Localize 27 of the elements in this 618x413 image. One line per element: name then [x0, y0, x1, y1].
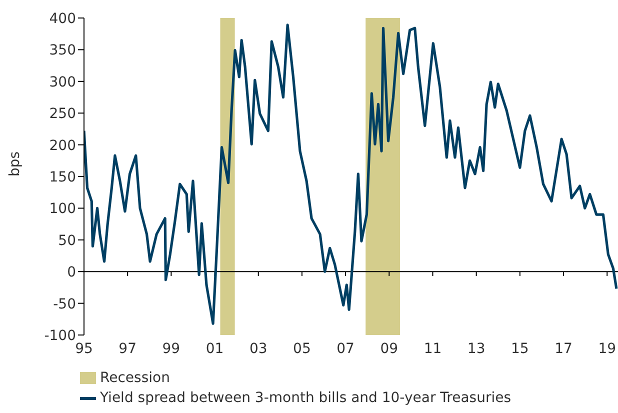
x-tick-label: 97	[118, 340, 137, 357]
x-tick-label: 03	[249, 340, 268, 357]
y-tick-label: 250	[49, 106, 76, 122]
legend-label: Recession	[100, 369, 170, 388]
x-tick-label: 07	[336, 340, 354, 357]
x-tick-label: 13	[467, 340, 486, 357]
x-tick-label: 99	[162, 340, 180, 357]
x-tick-label: 01	[206, 340, 224, 357]
x-tick-label: 09	[380, 340, 398, 357]
y-tick-label: 0	[67, 264, 76, 281]
x-tick-label: 17	[554, 340, 572, 357]
x-tick-label: 11	[424, 340, 442, 357]
y-axis-title: bps	[6, 151, 23, 176]
y-tick-label: 400	[49, 10, 76, 27]
y-tick-label: 150	[49, 169, 76, 186]
y-tick-label: 100	[49, 201, 76, 218]
y-tick-label: -50	[53, 296, 76, 312]
y-tick-label: 200	[49, 138, 76, 154]
x-tick-label: 19	[598, 340, 616, 357]
y-tick-label: 300	[49, 74, 76, 90]
x-tick-label: 95	[75, 340, 93, 357]
x-tick-label: 15	[511, 340, 529, 357]
x-tick-label: 05	[293, 340, 311, 357]
y-tick-label: -100	[44, 328, 76, 344]
y-tick-label: 350	[49, 42, 76, 59]
y-tick-label: 50	[58, 232, 76, 249]
legend-label: Yield spread between 3-month bills and 10-year Treasuries	[100, 389, 512, 408]
